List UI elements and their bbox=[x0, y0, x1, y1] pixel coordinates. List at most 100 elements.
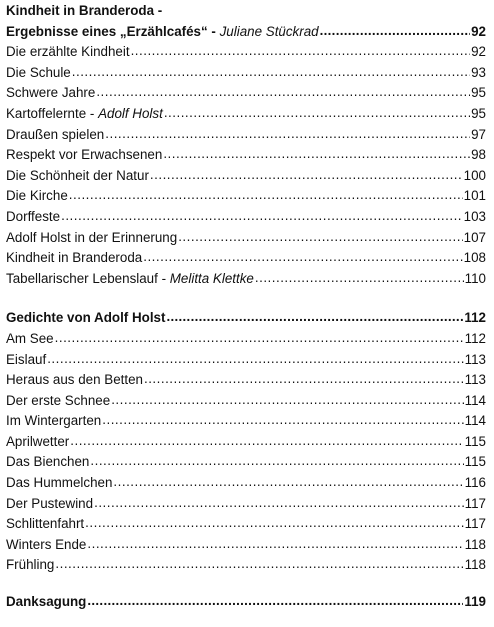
toc-entry-page: 92 bbox=[471, 44, 486, 60]
leader-dots bbox=[47, 349, 463, 370]
toc-entry-title: Eislauf bbox=[6, 351, 47, 367]
toc-entry[interactable]: Die Schönheit der Natur 100 bbox=[6, 166, 486, 187]
toc-entry-page: 110 bbox=[464, 270, 486, 286]
toc-entry-page: 92 bbox=[471, 23, 486, 39]
toc-entry-page: 93 bbox=[471, 64, 486, 80]
toc-entry-page: 115 bbox=[464, 454, 486, 470]
section-spacer bbox=[6, 289, 486, 308]
toc-entry[interactable]: Dorffeste 103 bbox=[6, 207, 486, 228]
toc-entry[interactable]: Die erzählte Kindheit 92 bbox=[6, 42, 486, 63]
toc-entry-title: Gedichte von Adolf Holst bbox=[6, 310, 166, 326]
leader-dots bbox=[131, 41, 471, 62]
toc-entry[interactable]: Am See 112 bbox=[6, 329, 486, 350]
toc-entry-title: Das Hummelchen bbox=[6, 475, 113, 491]
toc-entry-title: Am See bbox=[6, 330, 54, 346]
toc-entry-title: Kindheit in Branderoda bbox=[6, 250, 143, 266]
toc-entry-page: 115 bbox=[464, 433, 486, 449]
toc-entry[interactable]: Schlittenfahrt 117 bbox=[6, 514, 486, 535]
toc-entry-title: Ergebnisse eines „Erzählcafés“ - Juliane… bbox=[6, 23, 319, 39]
toc-entry-title: Im Wintergarten bbox=[6, 413, 102, 429]
toc-entry-title: Danksagung bbox=[6, 594, 87, 610]
toc-entry[interactable]: Im Wintergarten 114 bbox=[6, 411, 486, 432]
toc-entry[interactable]: Schwere Jahre 95 bbox=[6, 83, 486, 104]
leader-dots bbox=[102, 410, 463, 431]
toc-entry-page: 108 bbox=[463, 250, 486, 266]
toc-entry-page: 119 bbox=[464, 594, 486, 610]
table-of-contents: Kindheit in Branderoda - Ergebnisse eine… bbox=[6, 0, 486, 613]
toc-entry-page: 97 bbox=[471, 126, 486, 142]
leader-dots bbox=[70, 431, 463, 452]
toc-entry[interactable]: Draußen spielen 97 bbox=[6, 125, 486, 146]
toc-entry[interactable]: Winters Ende 118 bbox=[6, 535, 486, 556]
toc-entry-page: 112 bbox=[464, 310, 486, 326]
leader-dots bbox=[90, 451, 463, 472]
toc-entry-title: Aprilwetter bbox=[6, 433, 70, 449]
toc-entry-page: 95 bbox=[471, 85, 486, 101]
toc-entry[interactable]: Das Hummelchen 116 bbox=[6, 473, 486, 494]
toc-entry[interactable]: Gedichte von Adolf Holst 112 bbox=[6, 308, 486, 329]
leader-dots bbox=[163, 144, 470, 165]
toc-entry-title: Die Schönheit der Natur bbox=[6, 167, 149, 183]
toc-entry-author: Adolf Holst bbox=[98, 105, 163, 121]
leader-dots bbox=[87, 534, 463, 555]
toc-entry[interactable]: Danksagung 119 bbox=[6, 592, 486, 613]
toc-entry[interactable]: Der Pustewind 117 bbox=[6, 494, 486, 515]
toc-entry-title: Die Schule bbox=[6, 64, 71, 80]
toc-entry-page: 114 bbox=[464, 392, 486, 408]
toc-entry[interactable]: Eislauf 113 bbox=[6, 350, 486, 371]
toc-entry-title: Winters Ende bbox=[6, 536, 87, 552]
toc-entry-page: 116 bbox=[464, 475, 486, 491]
toc-entry[interactable]: Heraus aus den Betten 113 bbox=[6, 370, 486, 391]
toc-entry[interactable]: Adolf Holst in der Erinnerung 107 bbox=[6, 228, 486, 249]
toc-entry-title: Draußen spielen bbox=[6, 126, 105, 142]
toc-entry-page: 113 bbox=[464, 372, 486, 388]
leader-dots bbox=[320, 21, 470, 42]
toc-entry-title: Tabellarischer Lebenslauf - Melitta Klet… bbox=[6, 270, 254, 286]
leader-dots bbox=[96, 82, 470, 103]
toc-entry-title: Dorffeste bbox=[6, 208, 61, 224]
toc-entry-title: Schlittenfahrt bbox=[6, 516, 85, 532]
toc-entry-page: 117 bbox=[464, 516, 486, 532]
toc-entry[interactable]: Respekt vor Erwachsenen 98 bbox=[6, 145, 486, 166]
toc-entry[interactable]: Kartoffelernte - Adolf Holst 95 bbox=[6, 104, 486, 125]
leader-dots bbox=[255, 268, 464, 289]
toc-entry[interactable]: Ergebnisse eines „Erzählcafés“ - Juliane… bbox=[6, 22, 486, 43]
toc-entry[interactable]: Die Schule 93 bbox=[6, 63, 486, 84]
leader-dots bbox=[111, 390, 463, 411]
toc-entry-title: Das Bienchen bbox=[6, 454, 90, 470]
toc-entry-page: 114 bbox=[464, 413, 486, 429]
leader-dots bbox=[143, 247, 462, 268]
toc-entry-title: Heraus aus den Betten bbox=[6, 372, 143, 388]
leader-dots bbox=[72, 62, 470, 83]
leader-dots bbox=[55, 554, 463, 575]
toc-entry-title: Respekt vor Erwachsenen bbox=[6, 147, 163, 163]
toc-entry-page: 100 bbox=[463, 167, 486, 183]
leader-dots bbox=[113, 472, 463, 493]
toc-entry-title: Die erzählte Kindheit bbox=[6, 44, 130, 60]
toc-entry[interactable]: Das Bienchen 115 bbox=[6, 452, 486, 473]
toc-entry-title: Kartoffelernte - Adolf Holst bbox=[6, 105, 163, 121]
toc-entry-page: 95 bbox=[471, 105, 486, 121]
leader-dots bbox=[61, 206, 463, 227]
leader-dots bbox=[85, 513, 463, 534]
toc-entry-title: Frühling bbox=[6, 557, 55, 573]
toc-entry-title: Die Kirche bbox=[6, 188, 68, 204]
toc-entry-page: 113 bbox=[464, 351, 486, 367]
toc-entry[interactable]: Die Kirche 101 bbox=[6, 186, 486, 207]
leader-dots bbox=[178, 227, 462, 248]
toc-entry-title: Der erste Schnee bbox=[6, 392, 111, 408]
section-heading-text: Kindheit in Branderoda - bbox=[6, 3, 163, 18]
toc-entry[interactable]: Frühling 118 bbox=[6, 555, 486, 576]
toc-entry-title: Adolf Holst in der Erinnerung bbox=[6, 229, 178, 245]
toc-entry[interactable]: Aprilwetter 115 bbox=[6, 432, 486, 453]
leader-dots bbox=[94, 493, 464, 514]
toc-entry[interactable]: Tabellarischer Lebenslauf - Melitta Klet… bbox=[6, 269, 486, 290]
toc-entry-page: 103 bbox=[463, 208, 486, 224]
toc-entry-page: 101 bbox=[463, 188, 486, 204]
toc-entry-page: 118 bbox=[464, 536, 486, 552]
leader-dots bbox=[164, 103, 470, 124]
toc-entry[interactable]: Kindheit in Branderoda 108 bbox=[6, 248, 486, 269]
leader-dots bbox=[144, 369, 464, 390]
leader-dots bbox=[87, 591, 463, 612]
toc-entry[interactable]: Der erste Schnee 114 bbox=[6, 391, 486, 412]
